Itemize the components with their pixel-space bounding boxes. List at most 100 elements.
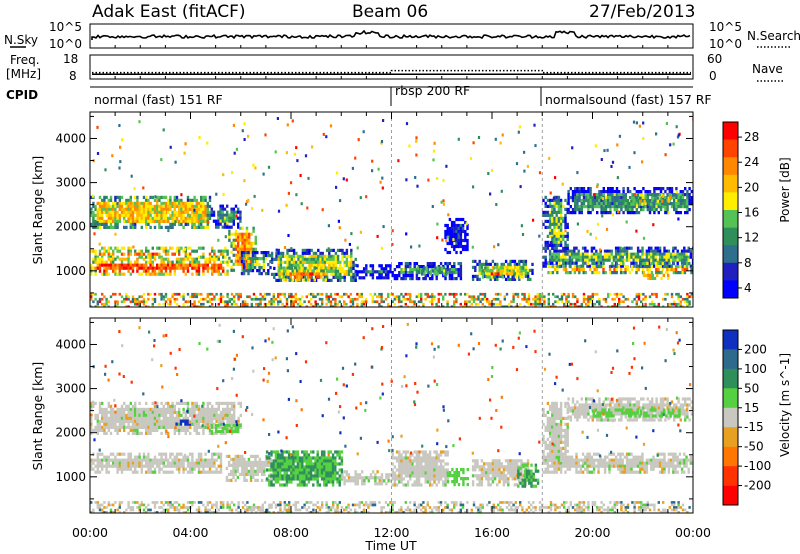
echo-cell [195,263,198,267]
echo-cell [162,419,165,423]
power-data [90,112,693,307]
echo-cell [523,292,526,296]
echo-cell [160,260,163,264]
echo-cell [345,302,348,306]
echo-cell [252,292,256,296]
echo-cell [224,413,227,417]
echo-cell [239,256,242,260]
echo-cell [96,222,99,226]
echo-cell [354,269,357,273]
echo-cell [420,292,423,296]
echo-cell [326,269,330,273]
noise-cell [371,169,374,173]
echo-cell [551,261,554,265]
noise-cell [138,120,141,124]
echo-cell [625,249,629,253]
echo-cell [384,297,388,301]
echo-cell [402,277,405,281]
echo-cell [646,262,649,266]
echo-cell [622,187,625,191]
echo-cell [145,255,148,259]
echo-cell [184,458,187,462]
echo-cell [162,216,165,220]
echo-cell [92,292,95,296]
echo-cell [478,271,481,275]
echo-cell [529,277,532,281]
echo-cell [581,255,585,259]
echo-cell [380,297,383,301]
echo-cell [562,252,565,256]
echo-cell [206,260,209,264]
noise-cell [642,236,646,240]
noise-cell [515,162,519,166]
echo-cell [202,425,205,429]
echo-cell [92,260,95,264]
echo-cell [131,425,135,429]
echo-cell [206,422,209,426]
echo-cell [350,278,353,282]
echo-cell [197,269,201,273]
echo-cell [182,213,185,217]
echo-cell [240,251,244,255]
echo-cell [446,265,449,269]
echo-cell [120,295,124,299]
echo-cell [151,272,154,276]
echo-cell [138,419,141,423]
echo-cell [208,300,212,304]
echo-cell [409,265,412,269]
noise-cell [354,156,357,160]
echo-cell [98,470,102,474]
echo-cell [488,300,491,304]
echo-cell [116,470,119,474]
echo-cell [129,407,132,411]
echo-cell [149,263,152,267]
echo-cell [134,260,137,264]
echo-cell [234,247,238,251]
echo-cell [123,428,126,432]
echo-cell [312,257,316,261]
echo-cell [398,271,401,275]
echo-cell [242,254,246,258]
echo-cell [453,300,456,304]
echo-cell [387,305,390,307]
echo-cell [112,213,115,217]
echo-cell [636,258,640,262]
echo-cell [387,276,390,280]
echo-cell [652,264,655,268]
echo-cell [171,461,174,465]
echo-cell [234,262,238,266]
echo-cell [461,238,465,243]
noise-cell [667,211,670,215]
echo-cell [200,219,203,223]
echo-cell [142,219,146,223]
echo-cell [245,247,249,251]
echo-cell [666,265,669,269]
echo-cell [114,219,117,223]
echo-cell [211,461,214,465]
echo-cell [406,297,410,301]
echo-cell [131,266,135,270]
echo-cell [439,292,443,296]
echo-cell [94,428,97,432]
echo-cell [345,260,349,264]
echo-cell [568,255,572,259]
echo-cell [112,257,115,261]
echo-cell [160,419,163,423]
echo-cell [658,246,662,250]
echo-cell [153,428,157,432]
echo-cell [136,470,139,474]
echo-cell [195,464,198,468]
echo-cell [125,407,128,411]
echo-cell [464,247,467,252]
echo-cell [309,266,312,270]
echo-cell [590,249,594,253]
echo-cell [112,225,115,229]
echo-cell [180,263,183,267]
echo-cell [633,187,636,191]
echo-cell [153,216,157,220]
echo-cell [672,252,675,256]
echo-cell [237,207,240,211]
echo-cell [314,300,317,304]
echo-cell [103,198,106,202]
echo-cell [362,302,366,306]
